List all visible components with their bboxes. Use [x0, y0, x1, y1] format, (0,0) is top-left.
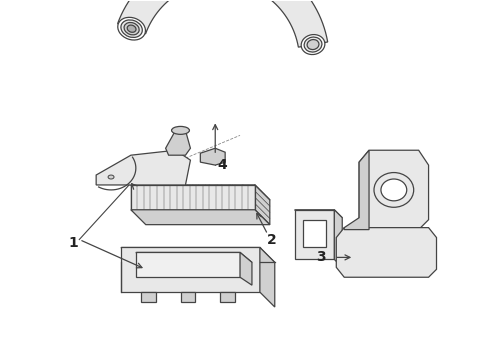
- Ellipse shape: [121, 20, 142, 37]
- Polygon shape: [121, 247, 260, 292]
- Text: 4: 4: [217, 158, 227, 172]
- Polygon shape: [200, 148, 225, 165]
- Polygon shape: [136, 252, 240, 277]
- Polygon shape: [131, 185, 255, 210]
- Ellipse shape: [124, 22, 139, 35]
- Ellipse shape: [374, 172, 414, 207]
- Ellipse shape: [301, 35, 325, 55]
- Polygon shape: [96, 150, 191, 185]
- Polygon shape: [118, 0, 328, 47]
- Ellipse shape: [304, 37, 322, 52]
- Polygon shape: [336, 228, 437, 277]
- Text: 2: 2: [267, 233, 277, 247]
- Polygon shape: [240, 252, 252, 285]
- Polygon shape: [260, 247, 275, 307]
- Text: 3: 3: [317, 251, 326, 264]
- Ellipse shape: [381, 179, 407, 201]
- Polygon shape: [344, 150, 369, 230]
- Polygon shape: [220, 292, 235, 302]
- Polygon shape: [294, 210, 334, 260]
- Polygon shape: [131, 210, 270, 225]
- Polygon shape: [294, 210, 342, 218]
- Ellipse shape: [172, 126, 190, 134]
- Ellipse shape: [118, 17, 146, 40]
- Polygon shape: [141, 292, 156, 302]
- Polygon shape: [334, 210, 342, 267]
- Ellipse shape: [127, 25, 136, 32]
- Polygon shape: [166, 130, 191, 155]
- Polygon shape: [180, 292, 196, 302]
- Polygon shape: [255, 185, 270, 225]
- Ellipse shape: [108, 175, 114, 179]
- Text: 1: 1: [69, 235, 78, 249]
- Polygon shape: [136, 252, 252, 262]
- Polygon shape: [302, 220, 326, 247]
- Polygon shape: [359, 150, 429, 230]
- Polygon shape: [121, 247, 275, 262]
- Ellipse shape: [307, 40, 319, 50]
- Polygon shape: [131, 185, 270, 200]
